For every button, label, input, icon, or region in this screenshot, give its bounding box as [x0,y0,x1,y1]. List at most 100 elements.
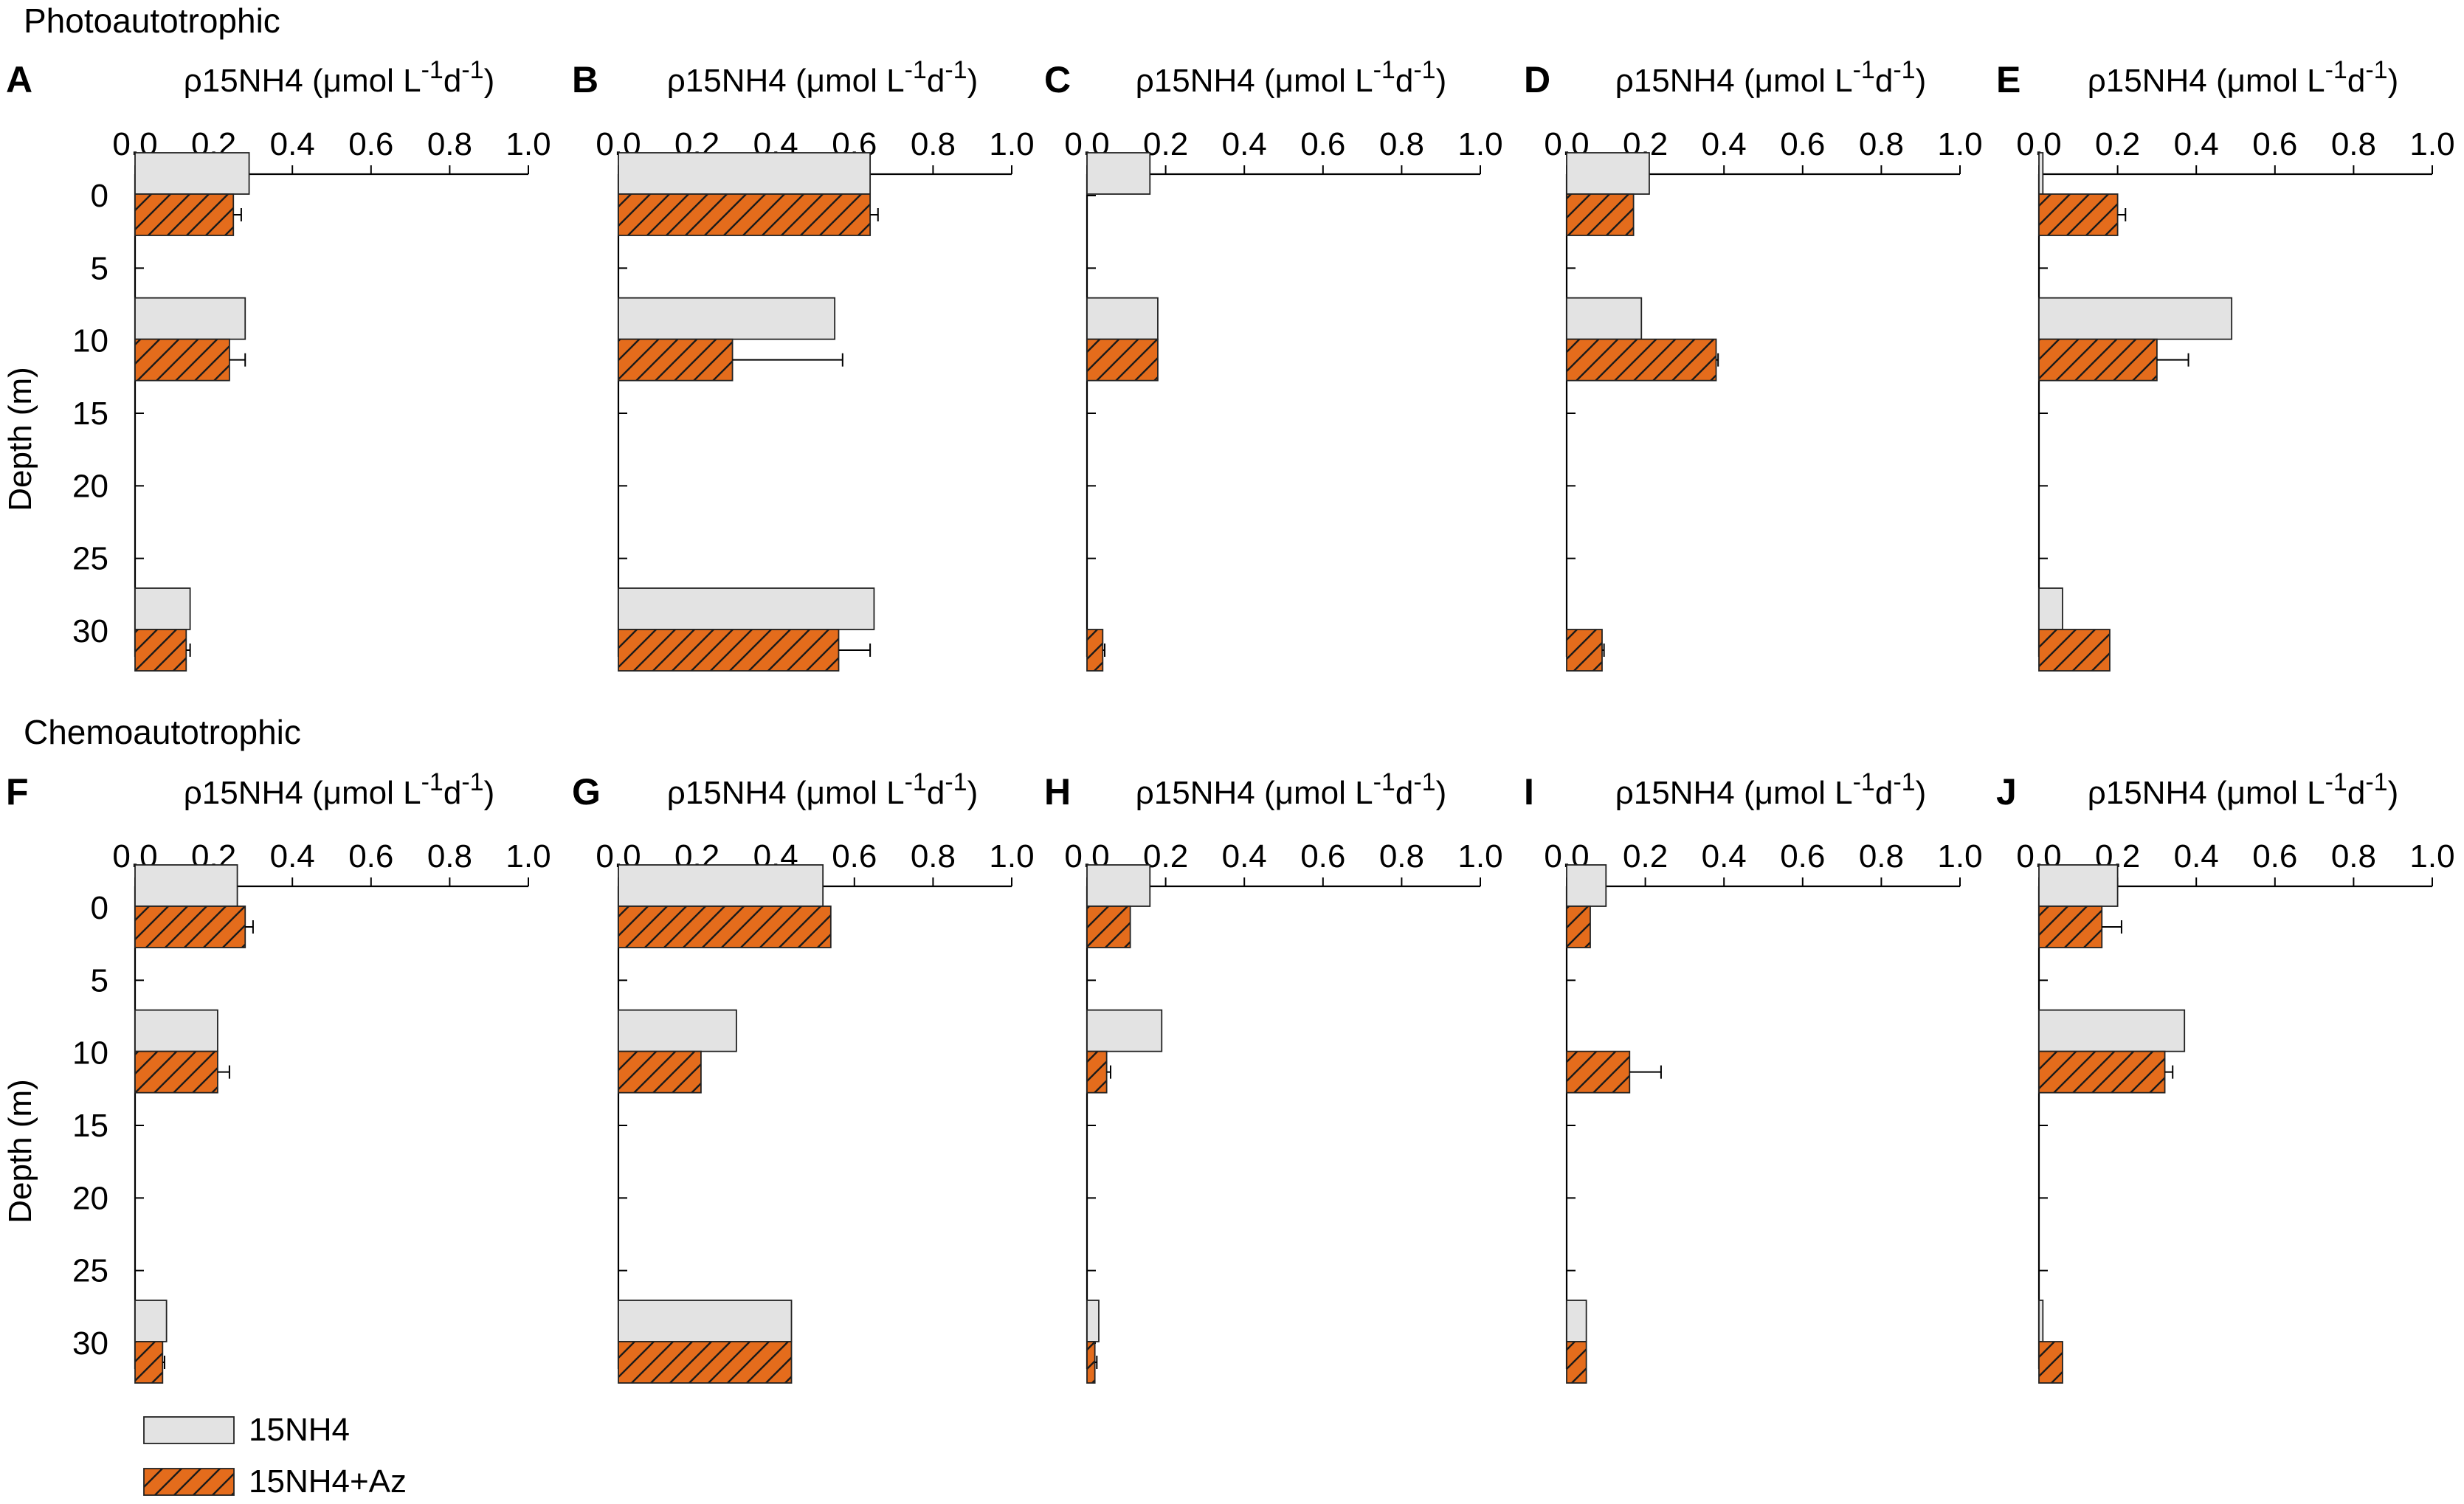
y-tick-label: 25 [72,1253,108,1289]
y-tick-label: 5 [91,250,108,286]
bar-15nh4-az [618,629,840,672]
x-tick-label: 0.4 [1222,126,1267,162]
panel-letter: B [572,59,598,100]
x-axis-title: ρ15NH4 (μmol L-1d-1) [667,56,978,99]
x-tick-label: 1.0 [1457,838,1502,875]
section-title-photoautotrophic: Photoautotrophic [24,1,280,40]
bar-15nh4 [2038,587,2063,630]
bar-15nh4-az [1566,1341,1587,1384]
section-title-chemoautotrophic: Chemoautotrophic [24,713,301,751]
bar-15nh4-az [1086,905,1131,948]
bar-15nh4-az [618,905,832,948]
panel-letter: F [6,771,29,813]
bar-15nh4-az [1086,629,1104,672]
bar-15nh4 [1086,864,1151,907]
bar-15nh4-az [1086,1050,1108,1094]
x-tick-label: 0.2 [1143,126,1188,162]
x-tick-label: 0.8 [427,838,472,875]
bar-15nh4 [618,152,872,195]
x-tick-label: 0.6 [348,838,393,875]
bar-15nh4 [134,152,250,195]
x-tick-label: 0.2 [1623,838,1668,875]
bar-15nh4 [2038,1300,2044,1342]
bar-15nh4 [1566,1300,1587,1342]
y-tick-label: 15 [72,1108,108,1144]
x-tick-label: 0.2 [2095,126,2140,162]
bar-15nh4-az [134,193,235,236]
bar-15nh4-az [2038,338,2158,382]
x-tick-label: 0.4 [2174,838,2219,875]
bar-15nh4 [618,297,836,340]
x-tick-label: 0.6 [2252,838,2297,875]
y-tick-label: 10 [72,323,108,359]
bar-15nh4 [2038,1009,2186,1052]
bar-15nh4 [618,1009,737,1052]
x-tick-label: 0.2 [1143,838,1188,875]
x-axis-title: ρ15NH4 (μmol L-1d-1) [2088,768,2398,811]
bar-15nh4-az [2038,629,2111,672]
x-tick-label: 0.4 [270,126,315,162]
x-axis-title: ρ15NH4 (μmol L-1d-1) [2088,56,2398,99]
bar-15nh4-az [618,1050,702,1094]
x-tick-label: 0.8 [911,126,956,162]
bar-15nh4 [134,587,191,630]
bar-15nh4 [134,864,238,907]
x-tick-label: 0.4 [270,838,315,875]
bar-15nh4 [2038,864,2119,907]
bar-15nh4 [2038,152,2044,195]
legend-swatch-15nh4 [143,1416,235,1444]
x-tick-label: 1.0 [505,126,551,162]
bar-15nh4 [1566,297,1643,340]
x-tick-label: 1.0 [1937,838,1982,875]
panel-letter: E [1996,59,2020,100]
panel-letter: C [1044,59,1071,100]
bar-15nh4 [618,587,875,630]
bar-15nh4-az [1566,629,1603,672]
x-tick-label: 1.0 [989,126,1034,162]
bar-15nh4 [618,1300,793,1342]
panel-letter: I [1524,771,1534,813]
y-axis-title: Depth (m) [2,1079,38,1224]
y-axis-title: Depth (m) [2,367,38,511]
x-tick-label: 0.6 [1780,838,1825,875]
y-tick-label: 20 [72,468,108,504]
bar-15nh4 [1086,152,1151,195]
bar-15nh4-az [2038,193,2119,236]
bar-15nh4-az [1566,905,1591,948]
x-tick-label: 0.8 [2331,126,2376,162]
panel-letter: H [1044,771,1071,813]
bar-15nh4 [134,1009,218,1052]
bar-15nh4-az [618,338,734,382]
bar-15nh4-az [1086,1341,1096,1384]
bar-15nh4 [2038,297,2233,340]
x-tick-label: 0.6 [1300,126,1345,162]
x-tick-label: 0.8 [427,126,472,162]
y-tick-label: 30 [72,1325,108,1362]
x-axis-title: ρ15NH4 (μmol L-1d-1) [1615,768,1926,811]
y-tick-label: 30 [72,613,108,649]
bar-15nh4 [1086,297,1159,340]
bar-15nh4 [1566,152,1650,195]
y-tick-label: 10 [72,1035,108,1072]
x-tick-label: 1.0 [1937,126,1982,162]
panel-letter: D [1524,59,1550,100]
x-tick-label: 0.8 [1379,838,1424,875]
x-tick-label: 0.6 [1300,838,1345,875]
bar-15nh4-az [2038,1050,2166,1094]
x-axis-title: ρ15NH4 (μmol L-1d-1) [1615,56,1926,99]
legend-label: 15NH4 [249,1412,350,1448]
bar-15nh4 [618,864,824,907]
x-tick-label: 1.0 [505,838,551,875]
x-axis-title: ρ15NH4 (μmol L-1d-1) [184,56,494,99]
y-tick-label: 20 [72,1180,108,1216]
bar-15nh4-az [618,1341,793,1384]
y-tick-label: 5 [91,962,108,998]
x-tick-label: 0.4 [1222,838,1267,875]
x-tick-label: 1.0 [1457,126,1502,162]
bar-15nh4 [134,1300,168,1342]
